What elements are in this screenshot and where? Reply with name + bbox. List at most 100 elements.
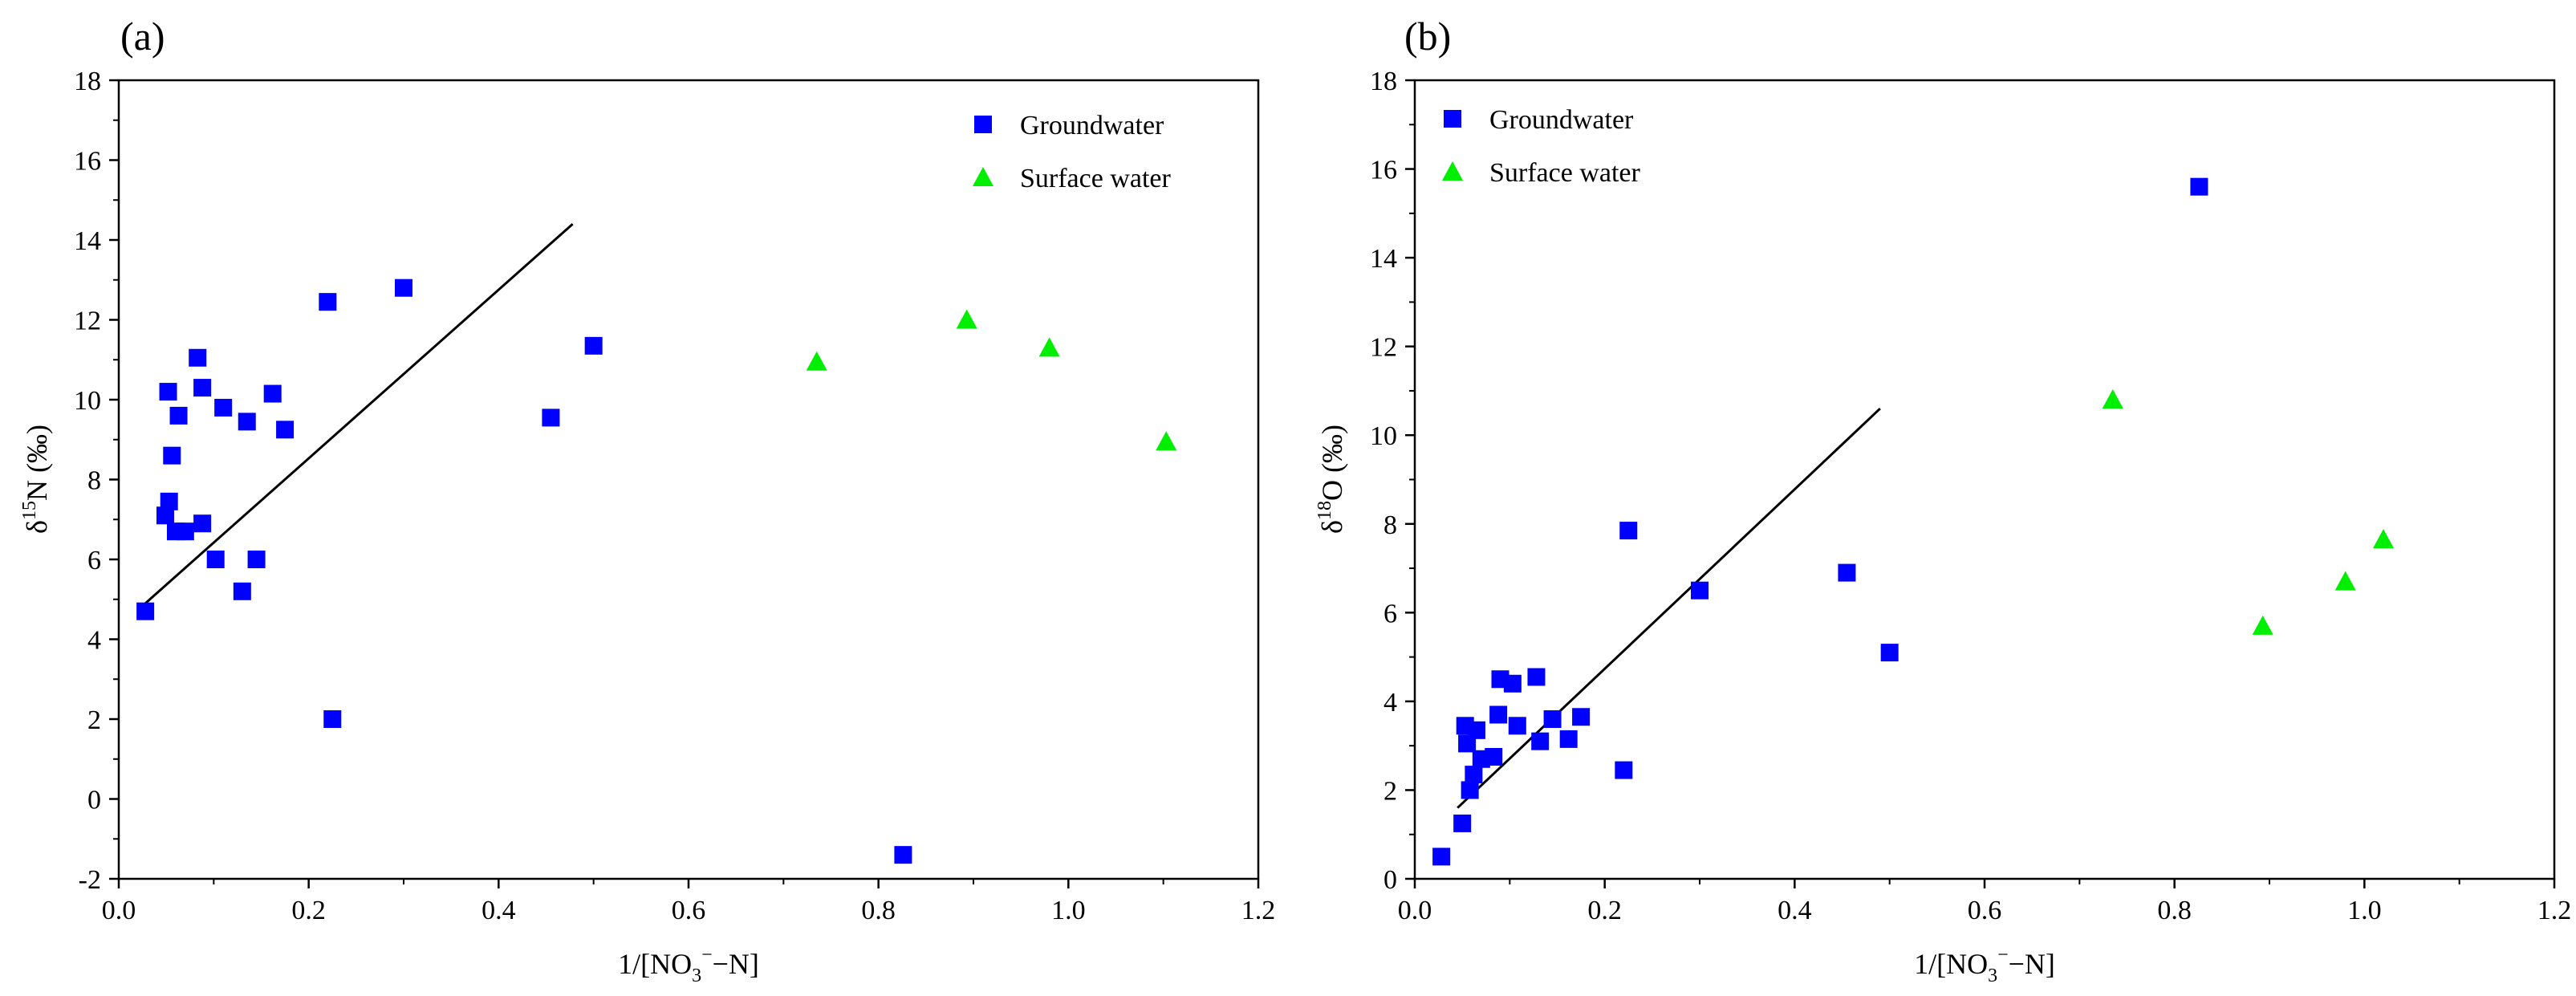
groundwater-point bbox=[247, 551, 266, 568]
groundwater-point bbox=[1572, 708, 1591, 726]
y-tick-label: 6 bbox=[1383, 599, 1397, 628]
groundwater-point bbox=[1559, 730, 1578, 748]
legend-surface-water-label: Surface water bbox=[1489, 158, 1641, 188]
groundwater-point bbox=[1467, 721, 1485, 739]
groundwater-point bbox=[1527, 668, 1546, 686]
fit-line bbox=[144, 222, 574, 604]
groundwater-point bbox=[1503, 674, 1522, 693]
groundwater-point bbox=[160, 492, 178, 510]
y-tick-label: 0 bbox=[1383, 865, 1397, 895]
y-axis-title-b: δ18O (‰) bbox=[1314, 425, 1348, 534]
y-tick-label: 16 bbox=[1370, 156, 1397, 185]
groundwater-point bbox=[189, 348, 207, 367]
groundwater-point bbox=[2190, 177, 2208, 196]
groundwater-point bbox=[584, 336, 603, 355]
groundwater-point bbox=[1508, 717, 1526, 735]
groundwater-point bbox=[263, 384, 282, 403]
y-tick-label: 12 bbox=[1370, 333, 1397, 363]
legend-b: Groundwater Surface water bbox=[1442, 105, 1641, 188]
y-tick-label: 18 bbox=[1370, 67, 1397, 96]
groundwater-point bbox=[1458, 734, 1477, 753]
x-axis-title-b: 1/[NO3−−N] bbox=[1914, 945, 2055, 986]
axis-ticks-b: 0.0 0.2 0.4 0.6 0.8 1.0 1.2 0 2 4 6 8 10 12 14 16 18 bbox=[1370, 67, 2571, 925]
surface-water-point bbox=[2334, 571, 2356, 591]
x-tick-label: 0.4 bbox=[481, 896, 516, 925]
groundwater-point bbox=[1838, 563, 1856, 582]
x-tick-label: 1.2 bbox=[1241, 896, 1276, 925]
x-tick-label: 0.2 bbox=[291, 896, 326, 925]
y-tick-label: 14 bbox=[1370, 244, 1397, 274]
groundwater-point bbox=[1615, 761, 1633, 779]
x-tick-label: 0.8 bbox=[2157, 896, 2192, 925]
groundwater-point bbox=[206, 551, 225, 568]
y-tick-label: 14 bbox=[74, 226, 101, 256]
legend-surface-water-marker bbox=[973, 167, 993, 186]
groundwater-point bbox=[163, 446, 181, 465]
groundwater-point bbox=[193, 514, 212, 533]
y-tick-label: 10 bbox=[1370, 421, 1397, 451]
surface-water-point bbox=[1038, 337, 1060, 357]
y-tick-label: 2 bbox=[87, 705, 101, 735]
trend-line-b bbox=[1457, 407, 1881, 809]
trend-line-a bbox=[144, 222, 574, 604]
x-tick-label: 1.0 bbox=[1051, 896, 1086, 925]
chart-panel-b: (b) 0.0 0.2 0.4 0.6 0.8 1.0 1.2 0 2 4 6 8 10 12 14 16 18… bbox=[1314, 14, 2571, 986]
groundwater-point bbox=[1619, 522, 1638, 540]
chart-panel-a: (a) 0.0 0.2 0.4 0.6 0.8 1.0 1.2 -2 0 2 4 6 8 10 12 14 16… bbox=[19, 14, 1275, 986]
y-tick-label: 16 bbox=[74, 147, 101, 177]
groundwater-point bbox=[395, 278, 412, 297]
plot-frame-a bbox=[117, 79, 1260, 880]
surface-water-point bbox=[1156, 431, 1177, 451]
groundwater-point bbox=[1531, 732, 1550, 750]
data-points-a bbox=[136, 278, 1177, 864]
groundwater-point bbox=[156, 506, 174, 525]
axis-ticks-a: 0.0 0.2 0.4 0.6 0.8 1.0 1.2 -2 0 2 4 6 8 10 12 14 16 18 bbox=[74, 67, 1275, 925]
x-axis-title-a: 1/[NO3−−N] bbox=[618, 945, 759, 986]
x-tick-label: 0.2 bbox=[1587, 896, 1622, 925]
y-axis-title-a: δ15N (‰) bbox=[19, 425, 53, 534]
legend-groundwater-marker bbox=[974, 116, 992, 133]
groundwater-point bbox=[136, 602, 155, 620]
y-tick-label: 8 bbox=[1383, 510, 1397, 540]
groundwater-point bbox=[319, 293, 337, 311]
x-tick-label: 0.6 bbox=[672, 896, 706, 925]
y-tick-label: 10 bbox=[74, 386, 101, 416]
groundwater-point bbox=[233, 582, 251, 600]
legend-surface-water-label: Surface water bbox=[1020, 164, 1172, 193]
surface-water-point bbox=[2252, 615, 2273, 635]
x-tick-label: 0.0 bbox=[102, 896, 136, 925]
plot-frame-b bbox=[1413, 79, 2556, 880]
data-points-b bbox=[1432, 177, 2394, 866]
surface-water-point bbox=[956, 309, 977, 329]
x-tick-label: 0.8 bbox=[861, 896, 896, 925]
groundwater-point bbox=[323, 710, 342, 728]
x-tick-label: 1.0 bbox=[2347, 896, 2382, 925]
groundwater-point bbox=[276, 421, 295, 439]
panel-label-a: (a) bbox=[120, 14, 165, 59]
y-tick-label: 0 bbox=[87, 786, 101, 815]
groundwater-point bbox=[238, 413, 256, 431]
y-tick-label: 4 bbox=[1383, 688, 1397, 718]
fit-line bbox=[1457, 407, 1881, 809]
legend-groundwater-label: Groundwater bbox=[1489, 105, 1634, 135]
y-tick-label: 6 bbox=[87, 546, 101, 575]
groundwater-point bbox=[1543, 710, 1562, 728]
y-tick-label: 8 bbox=[87, 466, 101, 496]
surface-water-point bbox=[806, 351, 827, 371]
groundwater-point bbox=[1453, 814, 1472, 832]
panel-label-b: (b) bbox=[1404, 14, 1451, 59]
surface-water-point bbox=[2373, 529, 2394, 549]
groundwater-point bbox=[1880, 644, 1899, 662]
legend-surface-water-marker bbox=[1442, 161, 1463, 181]
legend-groundwater-marker bbox=[1444, 110, 1461, 128]
groundwater-point bbox=[193, 379, 212, 397]
x-tick-label: 0.6 bbox=[1968, 896, 2002, 925]
y-tick-label: 4 bbox=[87, 626, 101, 656]
groundwater-point bbox=[1465, 766, 1483, 784]
groundwater-point bbox=[894, 846, 912, 864]
y-tick-label: 12 bbox=[74, 307, 101, 336]
groundwater-point bbox=[1691, 581, 1709, 600]
y-tick-label: -2 bbox=[79, 865, 101, 895]
groundwater-point bbox=[1485, 747, 1503, 766]
